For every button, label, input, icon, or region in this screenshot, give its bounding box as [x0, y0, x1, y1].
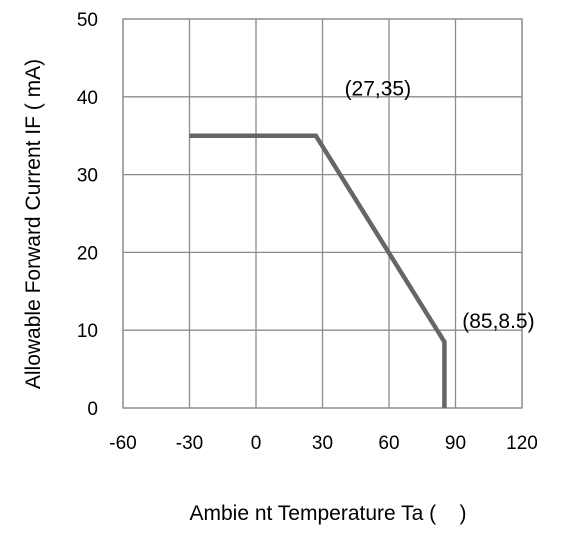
- x-tick-label: 120: [506, 433, 538, 454]
- plot-border: [122, 18, 523, 409]
- y-tick-label: 20: [77, 243, 98, 264]
- series-layer: [189, 133, 447, 408]
- grid: [122, 18, 523, 409]
- x-tick-label: 0: [251, 433, 262, 454]
- x-tick-label: 60: [378, 433, 399, 454]
- plot-area: [122, 18, 523, 409]
- y-axis-label: Allowable Forward Current IF ( mA): [22, 59, 45, 389]
- series-line-0: [189, 133, 447, 408]
- y-tick-label: 10: [77, 321, 98, 342]
- x-axis-label: Ambie nt Temperature Ta ( ): [189, 502, 466, 525]
- y-tick-label: 30: [77, 166, 98, 187]
- y-tick-label: 40: [77, 88, 98, 109]
- annotations: (27,35) (85,8.5): [345, 78, 535, 333]
- x-tick-labels: -60 -30 0 30 60 90 120: [109, 433, 538, 454]
- x-tick-label: 30: [312, 433, 333, 454]
- annotation-label: (27,35): [345, 78, 412, 101]
- y-tick-labels: 0 10 20 30 40 50: [77, 10, 98, 420]
- y-tick-label: 50: [77, 10, 98, 31]
- y-tick-label: 0: [87, 399, 98, 420]
- annotation-label: (85,8.5): [462, 310, 534, 333]
- x-tick-label: -30: [176, 433, 203, 454]
- x-tick-label: 90: [445, 433, 466, 454]
- x-tick-label: -60: [109, 433, 136, 454]
